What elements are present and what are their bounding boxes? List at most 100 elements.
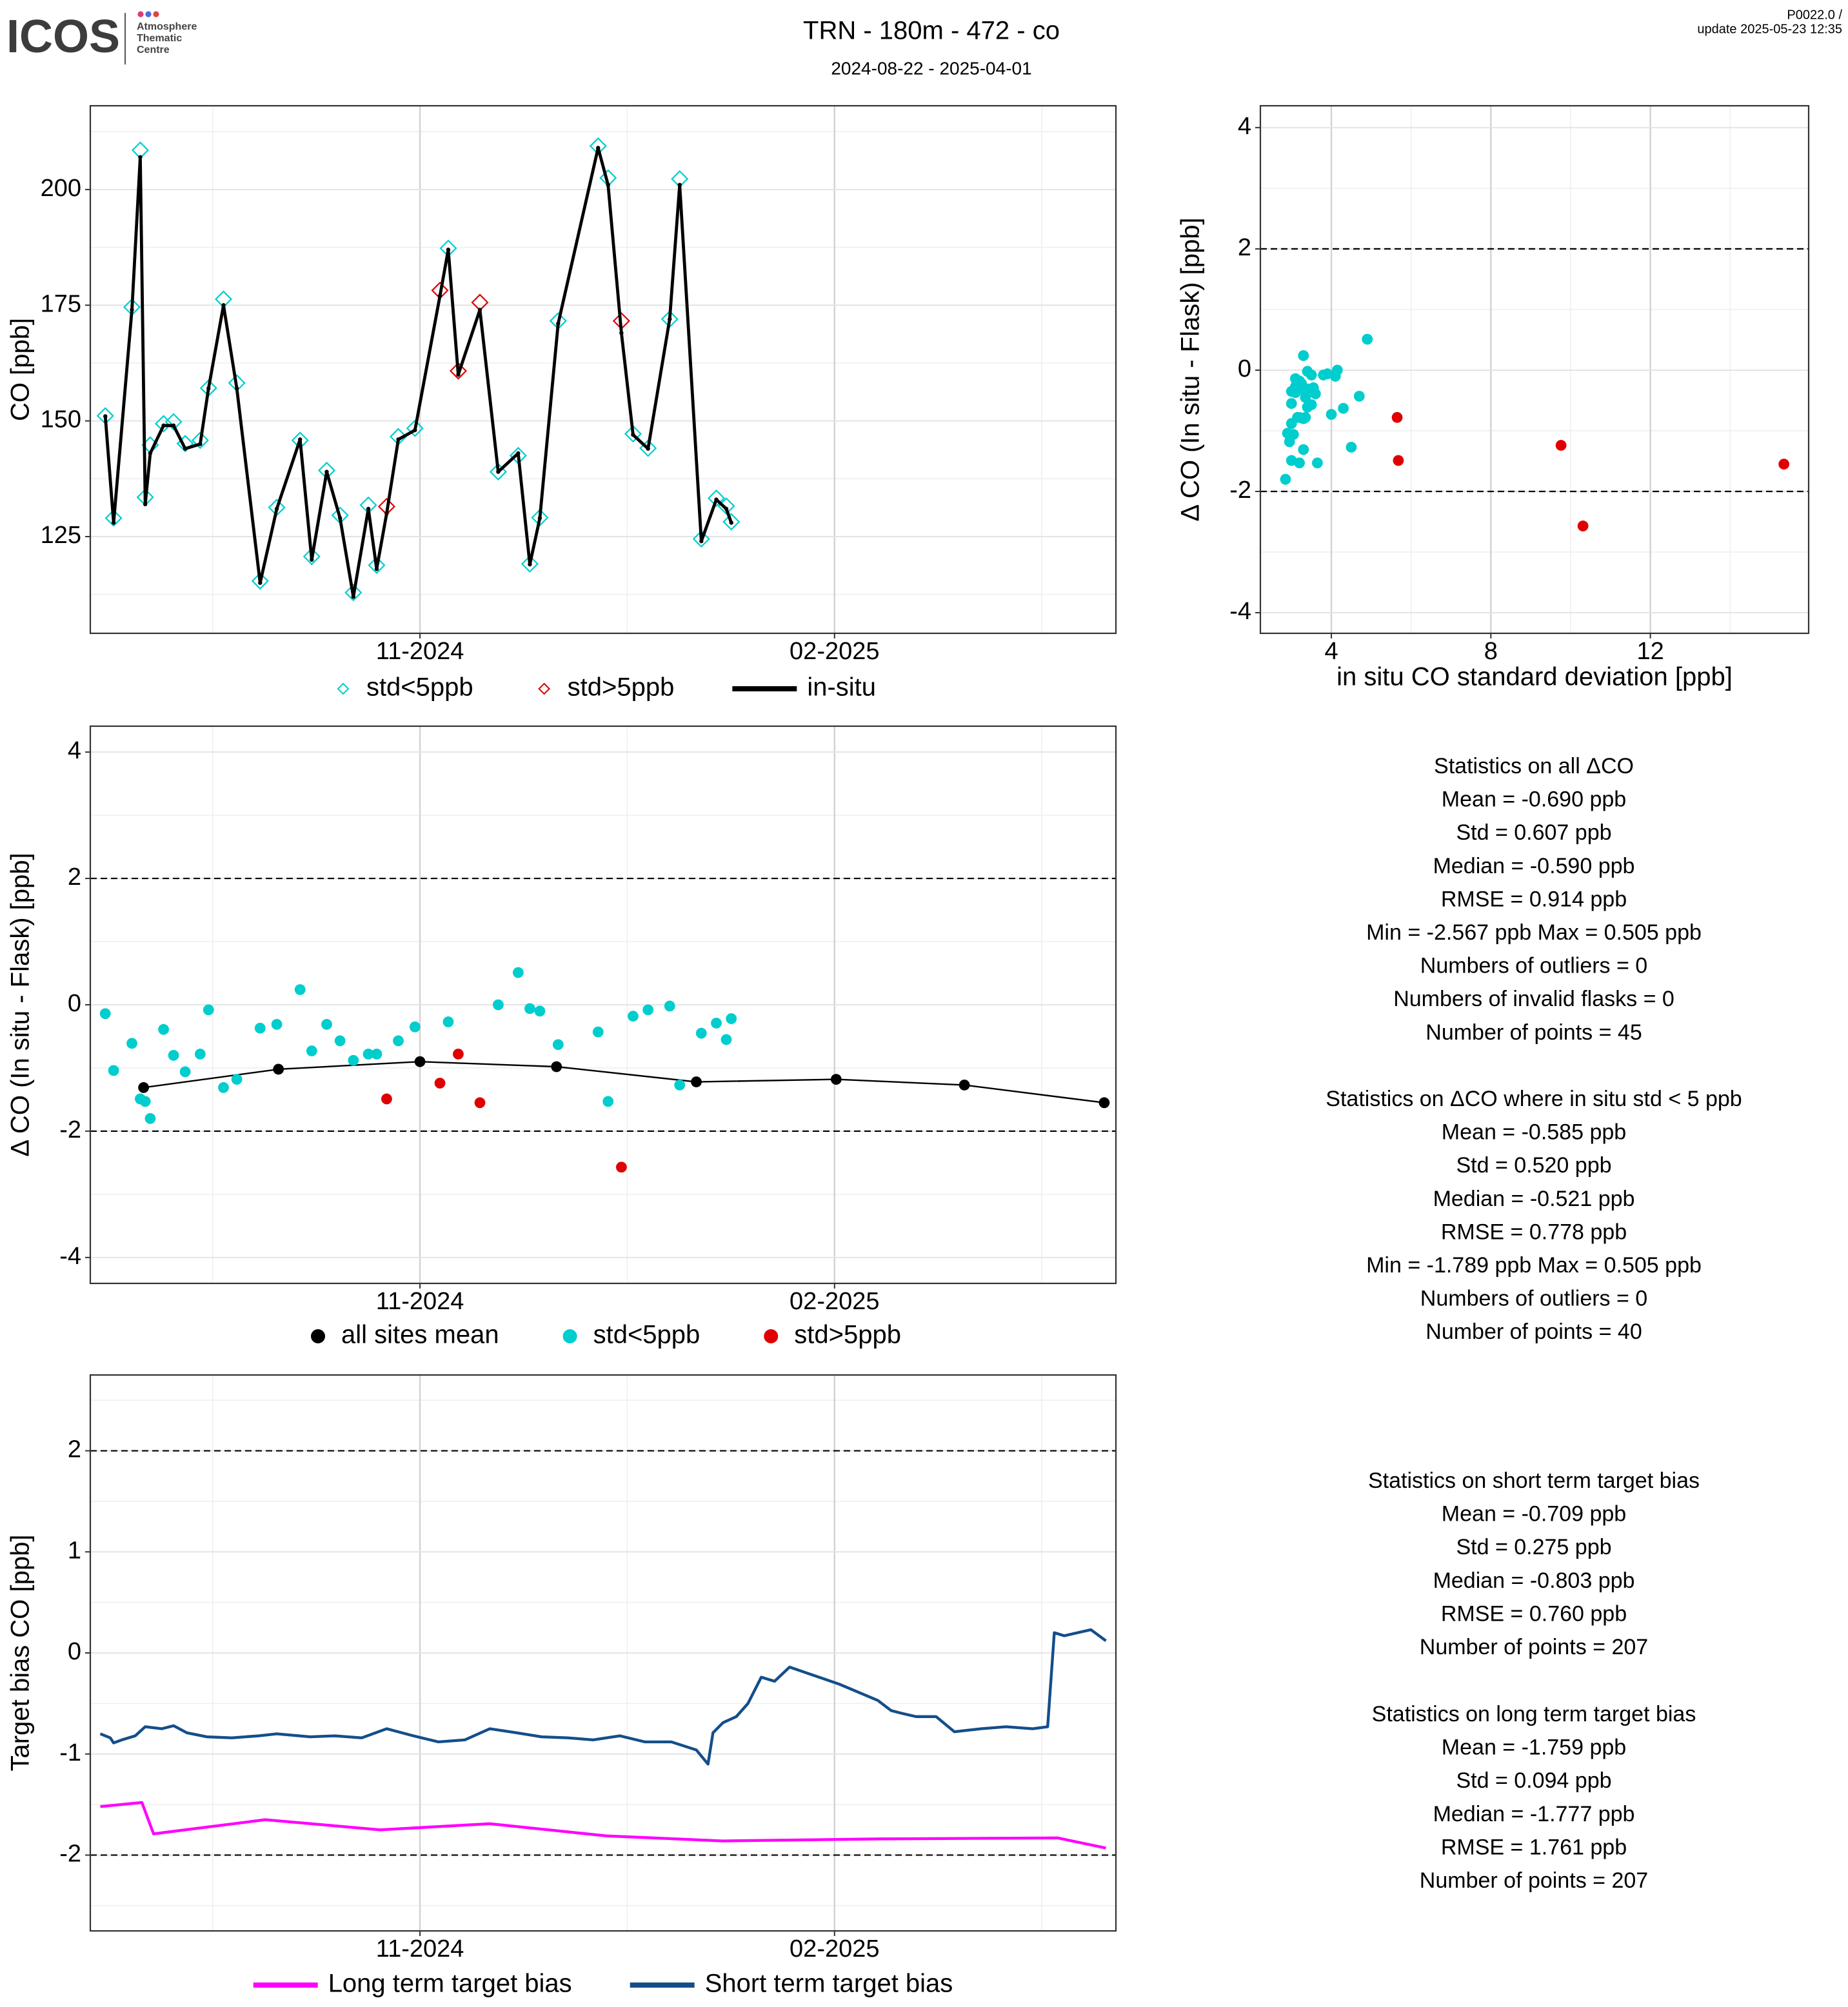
point xyxy=(642,1004,654,1016)
update: update 2025-05-23 12:35 xyxy=(1697,22,1842,36)
y-tick-label: -1 xyxy=(59,1739,81,1766)
stats-line: RMSE = 0.760 ppb xyxy=(1441,1601,1627,1626)
point xyxy=(348,1054,359,1066)
flask-marker xyxy=(692,530,710,548)
point xyxy=(366,506,371,511)
point xyxy=(1298,350,1309,361)
point xyxy=(674,1080,686,1091)
y-tick-label: 2 xyxy=(1238,234,1251,261)
point xyxy=(1362,333,1373,345)
point xyxy=(615,1162,627,1173)
point xyxy=(714,497,719,502)
point xyxy=(206,386,211,391)
point xyxy=(606,183,610,187)
point xyxy=(1280,473,1291,485)
flask-marker xyxy=(155,415,173,433)
y-tick-label: 150 xyxy=(41,406,81,433)
point xyxy=(1296,378,1307,390)
point xyxy=(409,1021,421,1033)
point xyxy=(273,1063,284,1075)
y-axis-label: Target bias CO [ppb] xyxy=(6,1535,35,1772)
point xyxy=(1307,382,1319,393)
point xyxy=(1292,411,1303,423)
y-tick-label: -4 xyxy=(1229,598,1251,625)
point xyxy=(534,1005,546,1017)
point xyxy=(492,999,504,1011)
stats-line: Std = 0.607 ppb xyxy=(1456,820,1611,845)
logo-dot xyxy=(145,11,152,17)
point xyxy=(203,1004,214,1016)
stats-line: Median = -0.521 ppb xyxy=(1433,1187,1635,1211)
point xyxy=(1391,411,1403,423)
point xyxy=(1312,457,1323,469)
point xyxy=(631,432,635,437)
point xyxy=(602,1096,614,1107)
stats-line: Min = -1.789 ppb Max = 0.505 ppb xyxy=(1366,1253,1702,1278)
x-tick-label: 12 xyxy=(1636,638,1664,665)
point xyxy=(1555,440,1567,451)
y-tick-label: 2 xyxy=(68,1436,81,1463)
point xyxy=(396,437,401,442)
y-axis-label: CO [ppb] xyxy=(6,318,35,421)
stats-line: Number of points = 207 xyxy=(1420,1635,1648,1659)
y-tick-label: 0 xyxy=(68,990,81,1017)
point xyxy=(351,595,356,599)
series-line xyxy=(99,1628,1107,1766)
point xyxy=(374,567,379,571)
stats-line: Mean = -0.585 ppb xyxy=(1442,1120,1626,1145)
point xyxy=(148,451,153,456)
x-tick-label: 02-2025 xyxy=(790,638,879,665)
y-axis-label: Δ CO (In situ - Flask) [ppb] xyxy=(6,853,35,1156)
point xyxy=(179,1066,191,1078)
stats-line: Median = -0.590 ppb xyxy=(1433,854,1635,878)
stats-line: Min = -2.567 ppb Max = 0.505 ppb xyxy=(1366,920,1702,945)
point xyxy=(231,1074,243,1085)
point xyxy=(161,423,166,428)
point xyxy=(413,428,417,433)
point xyxy=(171,423,176,428)
legend-label: all sites mean xyxy=(341,1321,499,1349)
point xyxy=(711,1018,722,1029)
point xyxy=(729,520,733,525)
point xyxy=(524,1003,535,1014)
point xyxy=(254,1022,266,1034)
point xyxy=(138,155,143,159)
stats-line: RMSE = 0.778 ppb xyxy=(1441,1220,1627,1244)
point xyxy=(551,1061,562,1073)
point xyxy=(434,1078,446,1089)
point xyxy=(371,1049,383,1060)
legend-symbol xyxy=(764,1329,779,1343)
point xyxy=(1284,436,1295,448)
point xyxy=(592,1026,604,1038)
point xyxy=(1286,398,1297,410)
y-tick-label: 1 xyxy=(68,1537,81,1564)
flask-marker xyxy=(251,572,269,590)
point xyxy=(699,539,704,544)
point xyxy=(258,580,263,585)
stats-line: Numbers of outliers = 0 xyxy=(1420,1287,1647,1311)
flask-marker xyxy=(191,431,209,450)
y-tick-label: 4 xyxy=(68,737,81,764)
logo-dot xyxy=(153,11,159,17)
y-tick-label: -2 xyxy=(59,1840,81,1867)
point xyxy=(1326,409,1337,420)
point xyxy=(959,1080,970,1091)
point xyxy=(1329,370,1341,382)
stats-line: RMSE = 1.761 ppb xyxy=(1441,1835,1627,1859)
point xyxy=(516,451,521,456)
point xyxy=(271,1018,283,1030)
stats-line: Number of points = 207 xyxy=(1420,1868,1648,1893)
legend-label: Short term target bias xyxy=(705,1970,953,1998)
y-tick-label: 2 xyxy=(68,864,81,891)
point xyxy=(556,321,561,326)
subtitle: 2024-08-22 - 2025-04-01 xyxy=(831,58,1031,78)
point xyxy=(198,442,203,446)
point xyxy=(1778,459,1790,470)
point xyxy=(126,1038,137,1049)
point xyxy=(108,1065,119,1076)
point xyxy=(1300,411,1311,423)
x-tick-label: 02-2025 xyxy=(790,1935,879,1963)
point xyxy=(130,308,134,312)
stats-line: Mean = -0.709 ppb xyxy=(1442,1502,1626,1527)
stats-line: Std = 0.520 ppb xyxy=(1456,1153,1611,1178)
